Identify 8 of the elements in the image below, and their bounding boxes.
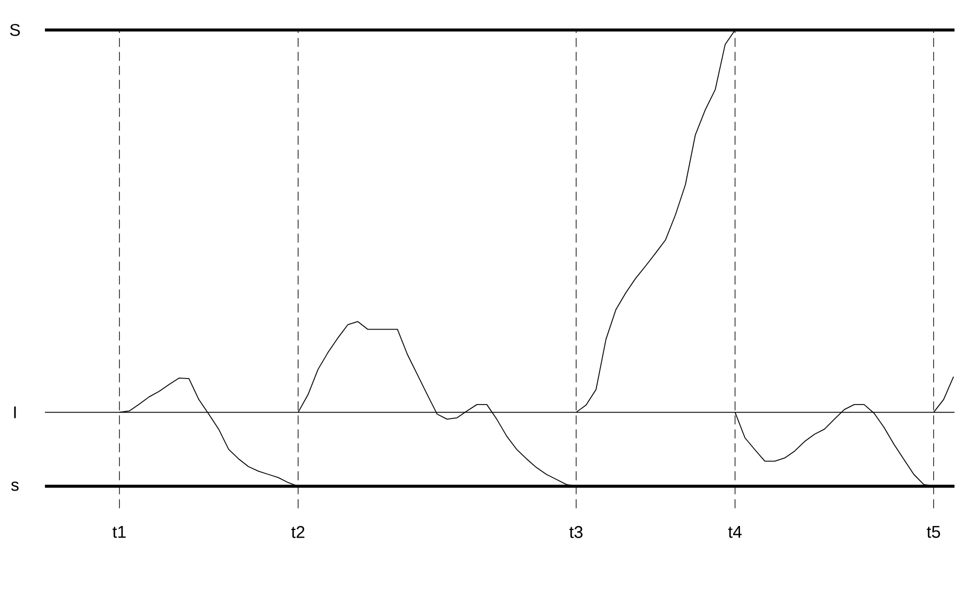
- x-tick-label: t5: [926, 526, 940, 538]
- ref-line-label: S: [10, 24, 20, 36]
- x-tick-label: t3: [569, 526, 583, 538]
- ref-line-label: I: [14, 406, 16, 418]
- x-tick-label: t2: [291, 526, 304, 538]
- x-tick-label: t1: [112, 526, 126, 538]
- x-tick-label: t4: [728, 526, 742, 538]
- text: s: [11, 482, 19, 491]
